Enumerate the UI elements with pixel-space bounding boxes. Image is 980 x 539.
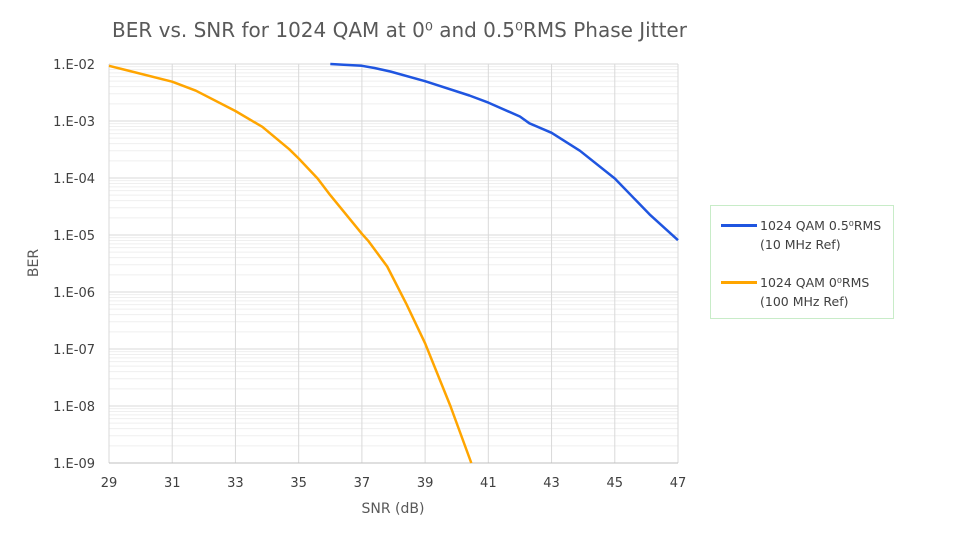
- legend-swatch-orange: [721, 281, 757, 284]
- legend-label: 1024 QAM 0.5⁰RMS: [760, 218, 882, 233]
- y-tick-label: 1.E-05: [53, 229, 95, 244]
- series-line-0: [330, 62, 679, 242]
- x-tick-label: 33: [227, 476, 244, 491]
- x-tick-label: 37: [354, 476, 371, 491]
- x-tick-label: 41: [480, 476, 497, 491]
- x-axis-label: SNR (dB): [362, 501, 425, 517]
- y-tick-label: 1.E-03: [53, 115, 95, 130]
- chart-title: BER vs. SNR for 1024 QAM at 0⁰ and 0.5⁰R…: [112, 18, 687, 42]
- legend-item-0.5-rms: 1024 QAM 0.5⁰RMS (10 MHz Ref): [721, 216, 881, 254]
- x-tick-label: 39: [417, 476, 434, 491]
- x-tick-label: 35: [290, 476, 307, 491]
- legend-item-0-rms: 1024 QAM 0⁰RMS (100 MHz Ref): [721, 273, 869, 311]
- y-axis-ticks: 1.E-02 1.E-03 1.E-04 1.E-05 1.E-06 1.E-07 1.E-…: [53, 58, 95, 472]
- y-tick-label: 1.E-08: [53, 400, 95, 415]
- series-line-1: [108, 64, 473, 464]
- y-tick-label: 1.E-04: [53, 172, 95, 187]
- x-tick-label: 29: [101, 476, 118, 491]
- x-tick-label: 47: [670, 476, 687, 491]
- legend-swatch-blue: [721, 224, 757, 227]
- y-tick-label: 1.E-07: [53, 343, 95, 358]
- x-tick-label: 31: [164, 476, 181, 491]
- legend-label-sub: (10 MHz Ref): [760, 237, 841, 252]
- y-tick-label: 1.E-06: [53, 286, 95, 301]
- y-tick-label: 1.E-02: [53, 58, 95, 73]
- series-lines: [108, 62, 679, 464]
- grid: [108, 63, 679, 464]
- legend: 1024 QAM 0.5⁰RMS (10 MHz Ref) 1024 QAM 0⁰…: [710, 205, 894, 319]
- y-tick-label: 1.E-09: [53, 457, 95, 472]
- x-tick-label: 43: [543, 476, 560, 491]
- legend-label: 1024 QAM 0⁰RMS: [760, 275, 870, 290]
- x-axis-ticks: 29 31 33 35 37 39 41 43 45 47: [101, 476, 687, 491]
- y-axis-label: BER: [26, 249, 42, 277]
- legend-label-sub: (100 MHz Ref): [760, 294, 849, 309]
- x-tick-label: 45: [607, 476, 624, 491]
